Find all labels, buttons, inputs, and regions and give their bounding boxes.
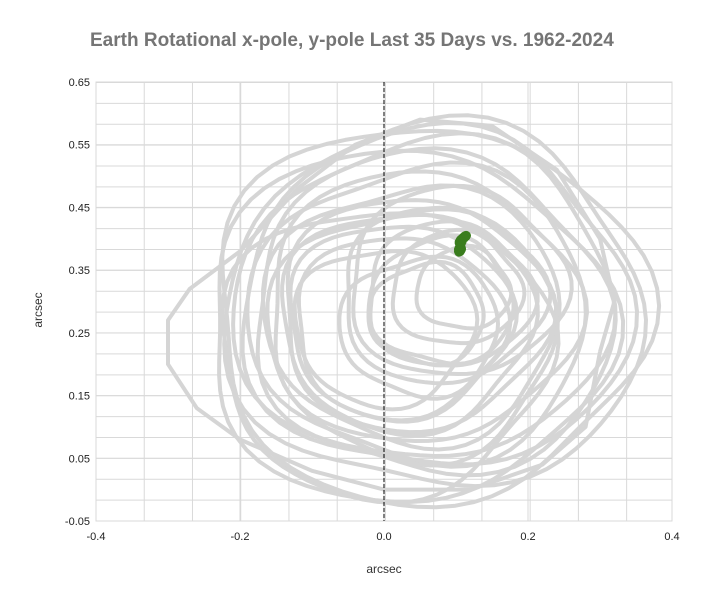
y-axis-title: arcsec <box>31 292 45 327</box>
history-loop <box>337 254 500 401</box>
y-tick-label: 0.35 <box>69 265 90 277</box>
history-loop <box>245 160 588 469</box>
history-loop <box>351 183 574 376</box>
history-loop <box>220 128 662 510</box>
history-loop <box>265 207 560 468</box>
history-loop <box>217 148 626 504</box>
y-tick-label: 0.65 <box>69 77 90 89</box>
history-loop <box>255 146 618 458</box>
y-tick-label: 0.25 <box>69 328 90 340</box>
chart-title: Earth Rotational x-pole, y-pole Last 35 … <box>90 30 614 51</box>
history-loop <box>220 211 561 505</box>
history-series <box>166 113 662 510</box>
history-loop <box>222 113 648 489</box>
y-tick-label: 0.55 <box>69 140 90 152</box>
history-loop <box>366 233 516 366</box>
x-tick-label: 0.2 <box>520 531 535 543</box>
history-loop <box>366 259 486 368</box>
x-axis-title: arcsec <box>366 562 401 576</box>
y-tick-label: 0.05 <box>69 453 90 465</box>
x-tick-label: 0.4 <box>664 531 679 543</box>
recent-series <box>453 230 471 257</box>
history-outer-loop <box>166 117 617 492</box>
tick-labels: -0.4 -0.2 0.0 0.2 0.4 -0.05 0.05 0.15 0.25 0.35 0.… <box>65 77 680 543</box>
x-tick-label: -0.2 <box>231 531 250 543</box>
x-tick-label: 0.0 <box>376 531 391 543</box>
y-tick-label: -0.05 <box>65 516 90 528</box>
history-loop <box>261 183 562 452</box>
y-tick-label: 0.45 <box>69 202 90 214</box>
y-tick-label: 0.15 <box>69 391 90 403</box>
history-loop <box>390 227 527 346</box>
recent-point <box>455 245 464 254</box>
x-tick-label: -0.4 <box>87 531 106 543</box>
